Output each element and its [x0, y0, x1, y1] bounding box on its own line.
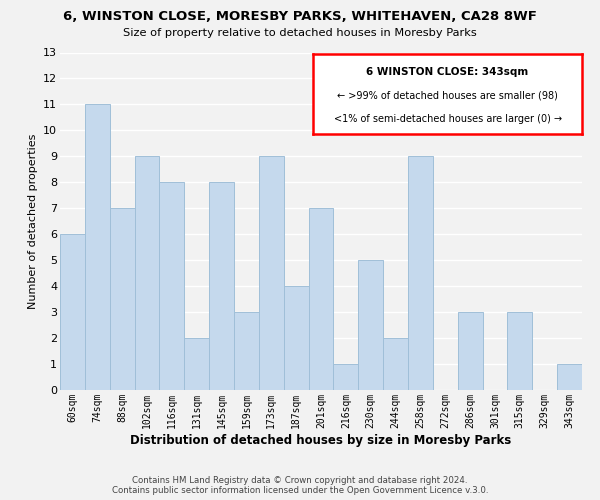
- Bar: [184, 338, 209, 390]
- Bar: [160, 182, 184, 390]
- Bar: [209, 182, 234, 390]
- Bar: [358, 260, 383, 390]
- Text: Contains HM Land Registry data © Crown copyright and database right 2024.: Contains HM Land Registry data © Crown c…: [132, 476, 468, 485]
- X-axis label: Distribution of detached houses by size in Moresby Parks: Distribution of detached houses by size …: [130, 434, 512, 446]
- Bar: [134, 156, 160, 390]
- Bar: [284, 286, 308, 390]
- Text: Size of property relative to detached houses in Moresby Parks: Size of property relative to detached ho…: [123, 28, 477, 38]
- Bar: [85, 104, 110, 390]
- Bar: [308, 208, 334, 390]
- Bar: [508, 312, 532, 390]
- Bar: [60, 234, 85, 390]
- Y-axis label: Number of detached properties: Number of detached properties: [28, 134, 38, 309]
- Bar: [234, 312, 259, 390]
- Bar: [557, 364, 582, 390]
- Bar: [259, 156, 284, 390]
- Bar: [334, 364, 358, 390]
- Text: 6, WINSTON CLOSE, MORESBY PARKS, WHITEHAVEN, CA28 8WF: 6, WINSTON CLOSE, MORESBY PARKS, WHITEHA…: [63, 10, 537, 23]
- Bar: [110, 208, 134, 390]
- Bar: [458, 312, 482, 390]
- Bar: [408, 156, 433, 390]
- Text: Contains public sector information licensed under the Open Government Licence v.: Contains public sector information licen…: [112, 486, 488, 495]
- Bar: [383, 338, 408, 390]
